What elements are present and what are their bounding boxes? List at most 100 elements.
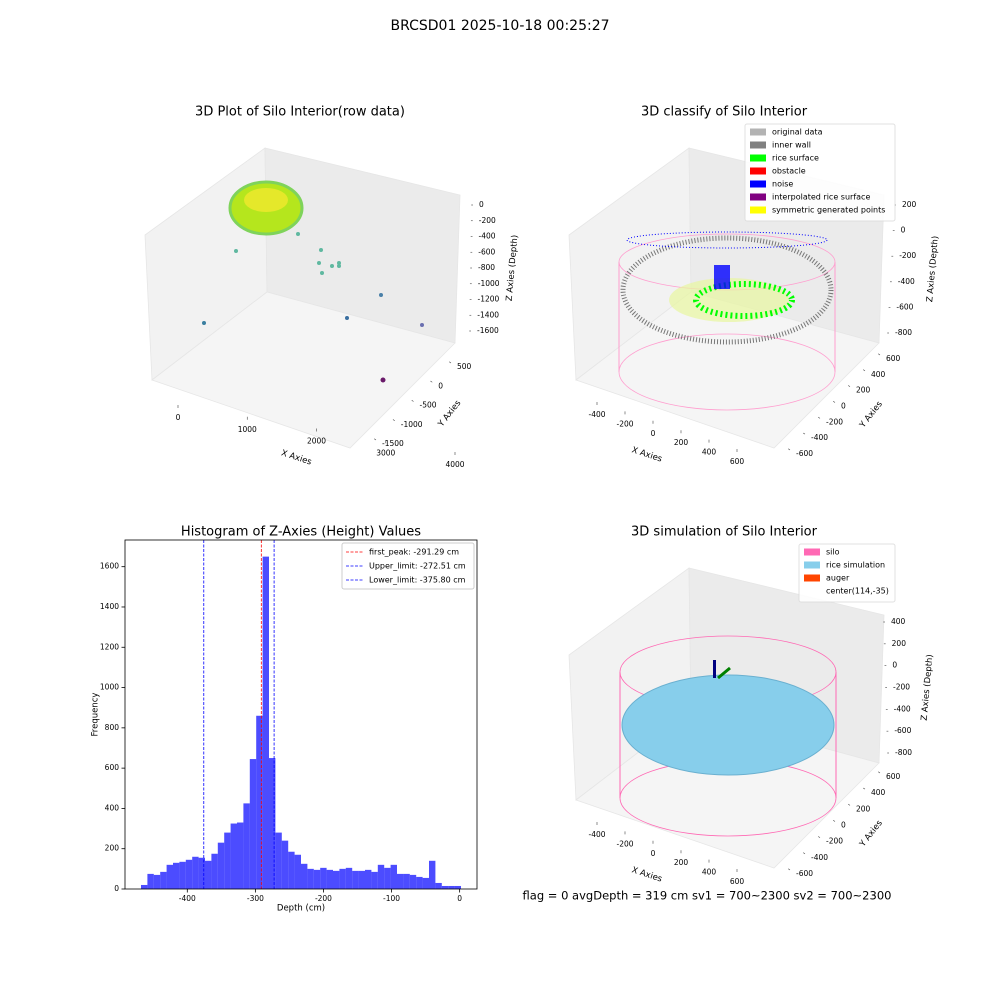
plot4-panes <box>568 567 885 869</box>
bar <box>262 556 269 889</box>
y-tick-label: -400 <box>811 853 828 862</box>
inner-wall <box>620 235 834 345</box>
bar <box>237 822 244 889</box>
x-axis-label: Depth (cm) <box>277 904 325 914</box>
tick-mark <box>803 432 806 435</box>
tick-mark <box>863 369 866 372</box>
x-tick-label: -200 <box>616 419 633 428</box>
z-tick-label: -600 <box>896 302 913 311</box>
bar <box>141 884 148 889</box>
bar <box>377 864 385 889</box>
tick-mark <box>863 787 866 790</box>
x-tick-label: 0 <box>651 429 656 438</box>
x-tick-label: 3000 <box>376 448 395 457</box>
y-tick-label: -600 <box>796 869 813 878</box>
y-tick-label: 400 <box>105 803 120 812</box>
y-tick-label: 800 <box>105 723 120 732</box>
y-tick-label: 200 <box>856 386 871 395</box>
bar <box>371 871 378 889</box>
point-cloud <box>244 188 288 212</box>
legend-label: Upper_limit: -272.51 cm <box>369 562 466 571</box>
tick-mark <box>848 803 851 806</box>
subplot-title: 3D simulation of Silo Interior <box>631 525 818 540</box>
bar <box>384 867 391 889</box>
x-tick-label: -200 <box>616 839 633 848</box>
z-tick-label: -1600 <box>477 326 499 335</box>
x-tick-label: 0 <box>457 894 462 903</box>
bar <box>166 864 173 889</box>
tick-mark <box>788 868 791 871</box>
auger-arm <box>717 666 731 680</box>
auger <box>713 660 716 678</box>
legend-label: rice simulation <box>826 561 885 570</box>
legend-swatch <box>750 141 766 149</box>
z-tick-label: 0 <box>901 226 906 235</box>
tick-mark <box>833 820 836 822</box>
tick-mark <box>818 416 821 419</box>
bar <box>313 869 321 889</box>
legend-swatch <box>804 561 820 569</box>
tick-mark <box>878 771 881 774</box>
x-tick-label: -400 <box>588 830 605 839</box>
bar <box>429 860 436 889</box>
z-tick-label: 0 <box>479 200 484 209</box>
bar <box>422 877 429 889</box>
bar <box>454 885 461 889</box>
legend-label: obstacle <box>772 167 806 176</box>
y-axis-label: Frequency <box>91 693 101 737</box>
rice-simulation <box>621 674 835 776</box>
y-tick-label: 1400 <box>100 602 119 611</box>
bar <box>153 874 161 889</box>
x-tick-label: 600 <box>730 457 745 466</box>
z-tick-label: 400 <box>891 617 906 626</box>
bar <box>198 857 205 889</box>
y-tick-label: 600 <box>886 772 901 781</box>
legend-swatch <box>750 180 766 188</box>
bar <box>358 870 365 889</box>
bar <box>281 840 289 889</box>
legend-swatch <box>804 574 820 582</box>
bar <box>307 868 314 889</box>
tick-mark <box>411 400 414 402</box>
y-tick-label: -200 <box>826 837 843 846</box>
y-tick-label: -200 <box>826 417 843 426</box>
z-tick-label: -800 <box>478 263 495 272</box>
noise-cluster <box>714 265 730 289</box>
y-tick-label: -1000 <box>401 420 423 429</box>
y-tick-label: 1600 <box>100 562 119 571</box>
legend-label: auger <box>826 574 850 583</box>
legend-label: noise <box>772 180 793 189</box>
legend-box <box>798 543 896 603</box>
legend-label: symmetric generated points <box>772 206 885 215</box>
tick-mark <box>833 401 836 403</box>
tick-mark <box>788 448 791 451</box>
subplot-title: 3D classify of Silo Interior <box>641 105 808 120</box>
z-tick-label: -200 <box>893 683 910 692</box>
tick-mark <box>848 385 851 387</box>
y-tick-label: 1200 <box>100 642 119 651</box>
noise <box>626 231 828 249</box>
legend-label: first_peak: -291.29 cm <box>369 548 459 557</box>
legend-label: silo <box>826 548 840 557</box>
y-tick-label: 600 <box>886 354 901 363</box>
legend-swatch <box>804 548 820 556</box>
symmetric-points <box>669 278 789 322</box>
bar <box>249 759 257 889</box>
bar <box>326 869 333 889</box>
bar <box>256 715 263 889</box>
legend-swatch <box>750 128 766 136</box>
legend-box <box>744 123 896 222</box>
legend-label: Lower_limit: -375.80 cm <box>369 576 466 585</box>
z-tick-label: -200 <box>479 216 496 225</box>
x-tick-label: 400 <box>702 448 717 457</box>
y-tick-label: 1000 <box>100 683 119 692</box>
x-tick-label: 1000 <box>238 425 257 434</box>
tick-mark <box>392 419 395 421</box>
legend-swatch <box>750 167 766 175</box>
z-tick-label: -200 <box>899 251 916 260</box>
bar <box>269 758 276 889</box>
bar <box>365 869 372 889</box>
bar <box>160 871 167 889</box>
tick-mark <box>818 836 821 838</box>
